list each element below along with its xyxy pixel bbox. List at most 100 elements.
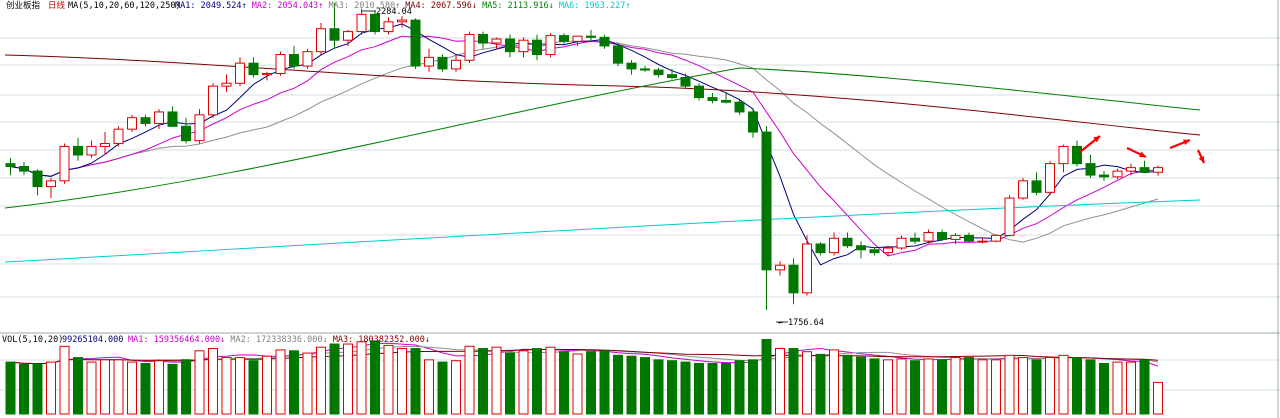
candle bbox=[397, 16, 407, 28]
volume-bars bbox=[5, 339, 1163, 415]
ma-values: MA1: 2049.524↑ MA2: 2054.043↑ MA3: 2010.… bbox=[175, 1, 630, 11]
candle bbox=[32, 169, 43, 196]
candle bbox=[572, 35, 583, 46]
volume-bar bbox=[46, 361, 56, 415]
low-arrow-glyph: ← bbox=[778, 318, 783, 328]
header-ma-item: MA6: 1963.227↑ bbox=[554, 1, 631, 11]
candle bbox=[518, 37, 529, 58]
candle-body bbox=[653, 69, 664, 76]
volume-bar bbox=[896, 358, 907, 415]
candle-body bbox=[829, 237, 839, 254]
header-ma-item: MA2: 2054.043↑ bbox=[247, 1, 324, 11]
volume-bar bbox=[761, 339, 772, 415]
volume-bar bbox=[532, 348, 542, 415]
candle-body bbox=[167, 111, 178, 127]
volume-bar bbox=[842, 354, 853, 415]
ma-params: MA(5,10,20,60,120,250) bbox=[68, 1, 181, 11]
volume-bar bbox=[1126, 361, 1136, 415]
candle-body bbox=[208, 85, 218, 116]
candle bbox=[815, 242, 826, 256]
candle bbox=[613, 43, 623, 67]
candle-body bbox=[248, 62, 259, 76]
candle bbox=[532, 34, 542, 61]
candle bbox=[937, 229, 947, 242]
candle-body bbox=[437, 56, 448, 70]
candle-body bbox=[1153, 167, 1163, 173]
candle bbox=[302, 48, 313, 69]
candle-body bbox=[910, 237, 920, 242]
volume-bar bbox=[721, 362, 731, 415]
candle bbox=[59, 143, 70, 184]
volume-bar bbox=[937, 359, 947, 415]
candle-body bbox=[221, 82, 232, 87]
high-annotation: 2284.04 bbox=[362, 7, 412, 17]
volume-bar bbox=[626, 355, 637, 415]
candle-body bbox=[1139, 167, 1150, 173]
ma20-line bbox=[10, 40, 1159, 243]
volume-bar bbox=[505, 352, 515, 415]
trend-arrow bbox=[1126, 147, 1147, 158]
volume-bar bbox=[113, 359, 124, 415]
volume-bar bbox=[491, 346, 502, 415]
volume-bar bbox=[316, 346, 326, 415]
candle-body bbox=[316, 28, 326, 53]
candle bbox=[559, 33, 569, 45]
candle bbox=[896, 235, 907, 250]
candle-body bbox=[896, 237, 907, 249]
candle bbox=[748, 109, 758, 138]
candle bbox=[235, 57, 245, 87]
candle-body bbox=[1058, 145, 1069, 165]
candle-body bbox=[1099, 174, 1109, 178]
candle bbox=[289, 45, 299, 69]
volume-bar bbox=[5, 361, 16, 415]
volume-bar bbox=[356, 341, 367, 415]
volume-bar bbox=[640, 357, 650, 415]
candle-body bbox=[410, 19, 421, 67]
volume-bar bbox=[883, 359, 893, 415]
candle bbox=[775, 261, 785, 276]
candle bbox=[505, 34, 515, 58]
volume-bar bbox=[181, 359, 191, 415]
arrow-head bbox=[1093, 136, 1100, 143]
candle-body bbox=[964, 234, 974, 242]
candle bbox=[464, 31, 475, 64]
candle bbox=[977, 237, 988, 244]
volume-bar bbox=[869, 358, 880, 415]
volume-bar bbox=[1072, 357, 1082, 415]
trend-arrow bbox=[1169, 138, 1191, 150]
price-header: 创业板指 日线 MA(5,10,20,60,120,250) MA1: 2049… bbox=[6, 0, 630, 11]
candle-body bbox=[842, 237, 853, 247]
candle bbox=[734, 98, 745, 115]
candle bbox=[167, 106, 178, 127]
candle bbox=[356, 8, 367, 35]
volume-bar bbox=[1018, 357, 1028, 415]
volume-bar bbox=[613, 354, 623, 415]
trend-arrow bbox=[1197, 149, 1205, 164]
vol-title: VOL(5,10,20) bbox=[2, 335, 63, 345]
candle bbox=[451, 54, 461, 72]
volume-bar bbox=[748, 359, 758, 415]
volume-bar bbox=[100, 359, 110, 415]
candle bbox=[113, 126, 124, 147]
candle bbox=[194, 109, 205, 144]
candle bbox=[1072, 140, 1082, 167]
volume-bar bbox=[964, 357, 974, 415]
candle-body bbox=[32, 170, 43, 188]
volume-bar bbox=[991, 359, 1001, 415]
candle-body bbox=[626, 62, 637, 70]
candle bbox=[491, 37, 502, 49]
candle-body bbox=[923, 232, 934, 242]
volume-bar bbox=[1058, 354, 1069, 415]
candle bbox=[181, 117, 191, 144]
volume-bar bbox=[262, 355, 272, 415]
candle-body bbox=[775, 264, 785, 271]
candle-body bbox=[194, 114, 205, 142]
volume-bar bbox=[910, 360, 920, 415]
candle-body bbox=[559, 35, 569, 42]
volume-bar bbox=[856, 356, 866, 415]
candle-body bbox=[991, 234, 1001, 242]
volume-bar bbox=[559, 351, 569, 415]
candle-body bbox=[734, 101, 745, 113]
